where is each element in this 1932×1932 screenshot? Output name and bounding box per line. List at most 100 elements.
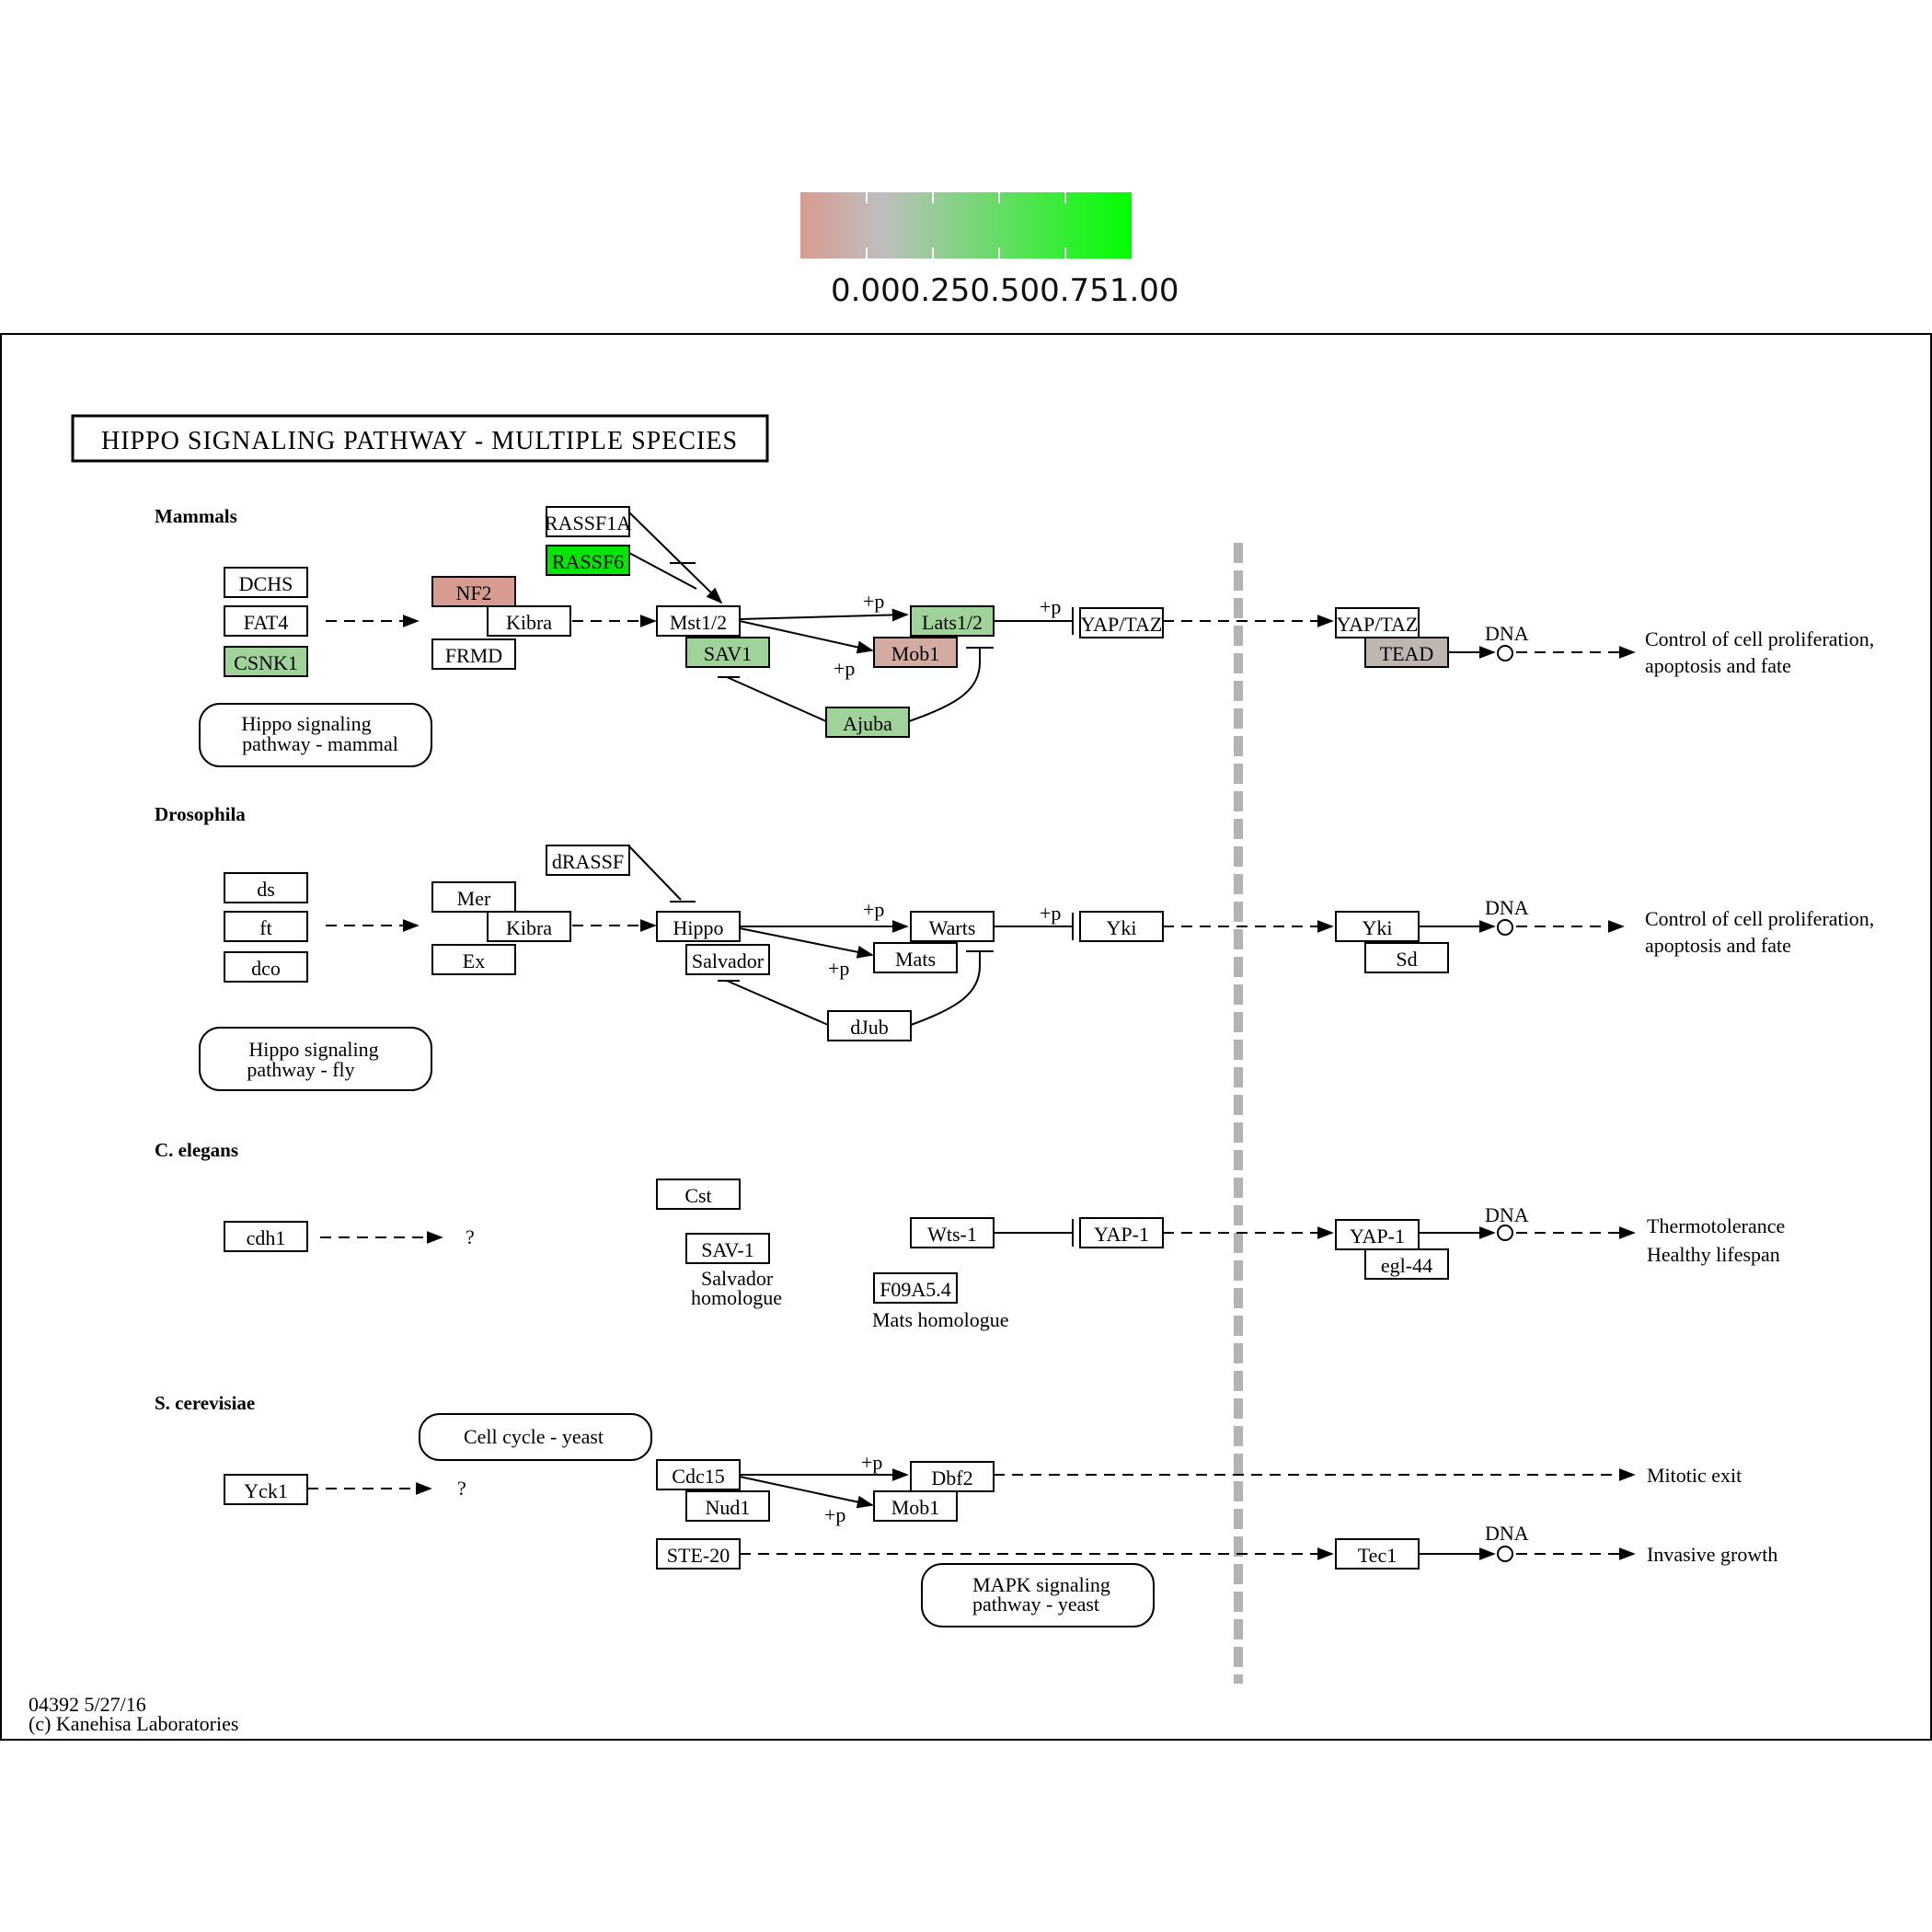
gene-box-mob1-yeast[interactable] — [873, 1490, 958, 1522]
map-link-hippo-fly[interactable] — [199, 1027, 432, 1091]
gene-box-ft[interactable] — [224, 911, 308, 942]
gene-box-csnk1[interactable] — [224, 646, 308, 677]
gene-label: Ex — [463, 949, 485, 972]
gene-box-yap1-nuc[interactable] — [1335, 1219, 1420, 1250]
phosphorylation-label: +p — [861, 1451, 882, 1474]
phosphorylation-label: +p — [828, 957, 849, 980]
dna-label: DNA — [1485, 1203, 1529, 1226]
copyright-label: (c) Kanehisa Laboratories — [29, 1712, 238, 1735]
outcome-label: Control of cell proliferation, — [1645, 907, 1874, 930]
title-box — [71, 414, 769, 463]
gene-label: ft — [259, 916, 271, 939]
gene-box-mob1-mammal[interactable] — [873, 637, 958, 668]
color-scale-bar — [800, 192, 1132, 259]
gene-box-tead[interactable] — [1364, 637, 1449, 668]
gene-box-salvador[interactable] — [685, 944, 770, 975]
gene-label: Mst1/2 — [670, 611, 727, 634]
legend-tick-labels: 0.000.250.500.751.00 — [831, 272, 1179, 309]
gene-box-fat4[interactable] — [224, 605, 308, 637]
gene-box-lats12[interactable] — [910, 605, 995, 637]
gene-box-dbf2[interactable] — [910, 1461, 995, 1492]
gene-box-hippo[interactable] — [656, 911, 741, 942]
gene-box-tec1[interactable] — [1335, 1538, 1420, 1570]
gene-box-yaptaz-cyto[interactable] — [1079, 607, 1164, 638]
gene-box-drassf[interactable] — [546, 845, 630, 876]
gene-label: Cst — [684, 1184, 711, 1207]
gene-label: DCHS — [239, 572, 293, 595]
gene-label: Nud1 — [706, 1496, 751, 1519]
map-link-label: pathway - mammal — [242, 732, 398, 755]
gene-box-egl44[interactable] — [1364, 1248, 1449, 1280]
legend-tick: 0.75 — [1040, 272, 1110, 309]
gene-box-warts[interactable] — [910, 911, 995, 942]
gene-box-nud1[interactable] — [685, 1490, 770, 1522]
gene-box-yki-cyto[interactable] — [1079, 911, 1164, 942]
phosphorylation-label: +p — [863, 590, 884, 613]
gene-label: dJub — [850, 1016, 889, 1039]
gene-label: Warts — [929, 916, 976, 939]
homologue-note: homologue — [691, 1286, 782, 1309]
gene-box-kibra-fly[interactable] — [487, 911, 571, 942]
homologue-note: Salvador — [701, 1267, 774, 1290]
map-link-label: pathway - fly — [247, 1058, 354, 1081]
gene-box-rassf1a[interactable] — [546, 506, 630, 537]
gene-box-yap1-cyto[interactable] — [1079, 1217, 1164, 1248]
gene-label: Dbf2 — [931, 1466, 972, 1489]
gene-box-mats[interactable] — [873, 942, 958, 973]
gene-box-ex[interactable] — [431, 944, 516, 975]
map-link-label: Hippo signaling — [241, 712, 371, 735]
gene-box-mer[interactable] — [431, 881, 516, 913]
gene-box-frmd[interactable] — [431, 638, 516, 670]
map-link-mapk-yeast[interactable] — [921, 1563, 1155, 1627]
gene-box-nf2[interactable] — [431, 576, 516, 607]
gene-box-sd[interactable] — [1364, 942, 1449, 973]
gene-box-cst[interactable] — [656, 1179, 741, 1210]
section-label-celegans: C. elegans — [155, 1139, 238, 1161]
map-link-cell-cycle-yeast[interactable] — [419, 1413, 652, 1461]
gene-box-kibra-mammal[interactable] — [487, 605, 571, 637]
phosphorylation-label: +p — [1040, 902, 1061, 925]
gene-box-cdh1[interactable] — [224, 1221, 308, 1252]
gene-box-djub[interactable] — [827, 1010, 912, 1041]
dna-label: DNA — [1485, 1522, 1529, 1545]
gene-label: cdh1 — [247, 1226, 286, 1249]
gene-label: Yck1 — [244, 1479, 288, 1502]
gene-box-sav1-celegans[interactable] — [685, 1233, 770, 1264]
legend-tick: 0.00 — [831, 272, 901, 309]
phosphorylation-label: +p — [834, 657, 855, 680]
phosphorylation-label: +p — [1040, 595, 1061, 618]
outcome-label: Mitotic exit — [1647, 1464, 1742, 1487]
map-link-label: pathway - yeast — [972, 1593, 1099, 1616]
unknown-target: ? — [457, 1477, 466, 1500]
gene-label: Hippo — [673, 916, 724, 939]
gene-box-yck1[interactable] — [224, 1474, 308, 1505]
gene-box-sav1[interactable] — [685, 637, 770, 668]
gene-box-dchs[interactable] — [224, 567, 308, 598]
gene-label: Tec1 — [1358, 1544, 1397, 1567]
gene-box-ajuba[interactable] — [825, 707, 910, 738]
gene-label: Mob1 — [891, 1496, 940, 1519]
gene-box-dco[interactable] — [224, 951, 308, 983]
phosphorylation-label: +p — [863, 898, 884, 921]
gene-box-mst12[interactable] — [656, 605, 741, 637]
gene-label: dRASSF — [552, 850, 624, 873]
gene-box-wts1[interactable] — [910, 1217, 995, 1248]
gene-box-cdc15[interactable] — [656, 1459, 741, 1490]
gene-box-yki-nuc[interactable] — [1335, 911, 1420, 942]
unknown-target: ? — [466, 1225, 475, 1248]
gene-box-ste20[interactable] — [656, 1538, 741, 1570]
color-legend: 0.000.250.500.751.00 — [0, 0, 1932, 331]
gene-label: ds — [257, 878, 275, 901]
homologue-note: Mats homologue — [872, 1308, 1009, 1331]
gene-label: YAP-1 — [1350, 1225, 1405, 1248]
gene-box-f09a54[interactable] — [873, 1272, 958, 1304]
gene-label: Salvador — [692, 949, 765, 972]
dna-node — [1497, 1546, 1513, 1562]
gene-box-ds[interactable] — [224, 872, 308, 903]
dna-label: DNA — [1485, 622, 1529, 645]
gene-label: egl-44 — [1381, 1254, 1432, 1277]
map-link-hippo-mammal[interactable] — [199, 703, 432, 767]
gene-label: TEAD — [1380, 642, 1434, 665]
gene-label: FAT4 — [244, 611, 289, 634]
gene-box-rassf6[interactable] — [546, 545, 630, 576]
